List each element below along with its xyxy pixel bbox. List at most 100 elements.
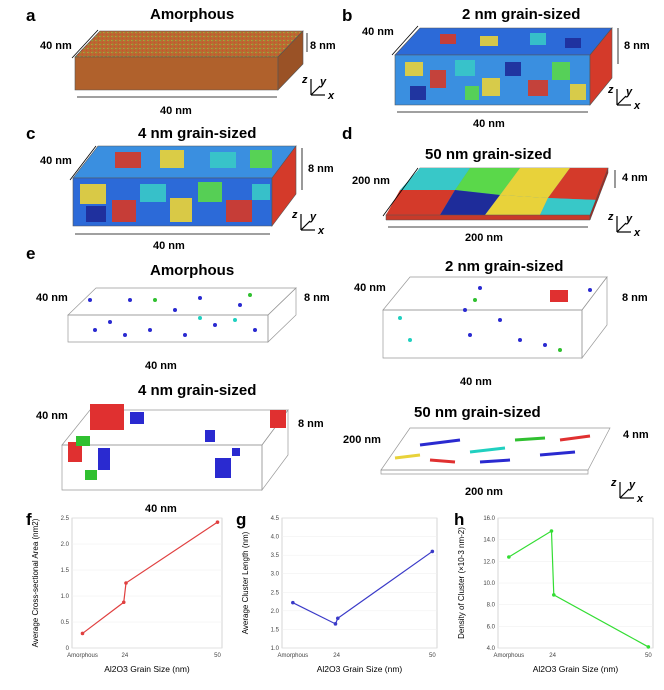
- y-tick-label: 16.0: [483, 516, 495, 522]
- triad-z-label: z: [291, 209, 298, 221]
- chart-g: 1.0 1.5 2.0 2.5 3.0 3.5 4.0 4.5 Amorphous 24 50 Al2…: [241, 516, 438, 674]
- triad-y-axis: [616, 95, 627, 106]
- data-point: [215, 520, 220, 524]
- data-point: [121, 600, 126, 605]
- data-point: [430, 549, 435, 554]
- triad-z-label: z: [610, 477, 617, 489]
- panel-e-50nm-depth: 200 nm: [343, 434, 381, 446]
- triad-x-label: x: [633, 100, 641, 112]
- triad-y-axis: [616, 222, 627, 233]
- triad-y-label: y: [628, 479, 636, 491]
- panel-b-title: 2 nm grain-sized: [462, 6, 581, 23]
- panel-b-width: 40 nm: [473, 118, 505, 130]
- x-tick-label: Amorphous: [494, 653, 525, 659]
- y-tick-label: 0.5: [61, 620, 70, 626]
- y-tick-label: 3.5: [271, 553, 280, 559]
- y-tick-label: 10.0: [483, 581, 495, 587]
- triad-x-label: x: [317, 225, 325, 237]
- panel-d-title: 50 nm grain-sized: [425, 146, 552, 163]
- data-point: [549, 529, 554, 533]
- panel-c-depth: 40 nm: [40, 155, 72, 167]
- data-point: [80, 631, 85, 636]
- x-axis-label: Al2O3 Grain Size (nm): [317, 664, 403, 674]
- y-tick-label: 14.0: [483, 538, 495, 544]
- panel-e-50nm-height: 4 nm: [623, 429, 649, 441]
- panel-label-c: c: [26, 124, 36, 143]
- x-tick-label: 24: [549, 653, 556, 659]
- panel-d-height: 4 nm: [622, 172, 648, 184]
- y-tick-label: 2.5: [61, 516, 70, 522]
- panel-label-d: d: [342, 124, 353, 143]
- panel-e-amorphous-title: Amorphous: [150, 262, 235, 279]
- panel-b-height: 8 nm: [624, 40, 650, 52]
- chart-h: 4.0 6.0 8.0 10.0 12.0 14.0 16.0 Amorphous 24 50 Al…: [457, 516, 654, 674]
- panel-a-title: Amorphous: [150, 6, 235, 23]
- triad-y-label: y: [625, 213, 633, 225]
- panel-e-2nm-width: 40 nm: [460, 376, 492, 388]
- data-point: [333, 622, 338, 626]
- y-tick-label: 0: [66, 646, 70, 652]
- panel-e-2nm-height: 8 nm: [622, 292, 648, 304]
- y-tick-label: 1.0: [271, 646, 280, 652]
- x-tick-label: 24: [333, 653, 340, 659]
- data-point: [646, 645, 651, 649]
- triad-y-axis: [300, 220, 311, 231]
- panel-label-g: g: [236, 510, 247, 529]
- y-tick-label: 2.5: [271, 590, 280, 596]
- data-point: [552, 593, 556, 597]
- y-tick-label: 6.0: [487, 624, 496, 630]
- panel-e-50nm-width: 200 nm: [465, 486, 503, 498]
- panel-e-4nm-width: 40 nm: [145, 503, 177, 515]
- triad-y-axis: [310, 85, 321, 96]
- panel-c-title: 4 nm grain-sized: [138, 125, 257, 142]
- y-tick-label: 8.0: [487, 603, 496, 609]
- data-point: [124, 581, 128, 585]
- data-point: [507, 555, 511, 559]
- panel-d-width: 200 nm: [465, 232, 503, 244]
- panel-label-h: h: [454, 510, 465, 529]
- panel-a-height: 8 nm: [310, 40, 336, 52]
- y-axis-label: Density of Cluster (×10-3 nm-2): [457, 527, 466, 639]
- panel-e-50nm-title: 50 nm grain-sized: [414, 404, 541, 421]
- panel-label-f: f: [26, 510, 32, 529]
- triad-x-label: x: [636, 493, 644, 505]
- data-point: [291, 600, 295, 605]
- panel-label-b: b: [342, 6, 353, 25]
- panel-c-height: 8 nm: [308, 163, 334, 175]
- y-tick-label: 4.0: [487, 646, 496, 652]
- panel-e-4nm-title: 4 nm grain-sized: [138, 382, 257, 399]
- triad-y-label: y: [625, 86, 633, 98]
- panel-d-depth: 200 nm: [352, 175, 390, 187]
- triad-z-label: z: [301, 74, 308, 86]
- y-axis-label: Average Cluster Length (nm): [241, 531, 250, 634]
- plot-frame: [71, 517, 223, 649]
- triad-z-label: z: [607, 84, 614, 96]
- y-tick-label: 4.5: [271, 516, 280, 522]
- x-axis-label: Al2O3 Grain Size (nm): [104, 664, 190, 674]
- panel-label-a: a: [26, 6, 36, 25]
- panel-label-e: e: [26, 244, 36, 263]
- triad-x-label: x: [327, 90, 335, 102]
- y-tick-label: 1.5: [61, 568, 70, 574]
- x-tick-label: 24: [122, 653, 129, 659]
- x-tick-label: Amorphous: [278, 653, 309, 659]
- series-line: [292, 550, 433, 625]
- y-tick-label: 1.5: [271, 627, 280, 633]
- y-tick-label: 2.0: [271, 609, 280, 615]
- y-tick-label: 4.0: [271, 535, 280, 541]
- triad-y-label: y: [309, 211, 317, 223]
- x-tick-label: 50: [429, 653, 436, 659]
- panel-e-amorphous-height: 8 nm: [304, 292, 330, 304]
